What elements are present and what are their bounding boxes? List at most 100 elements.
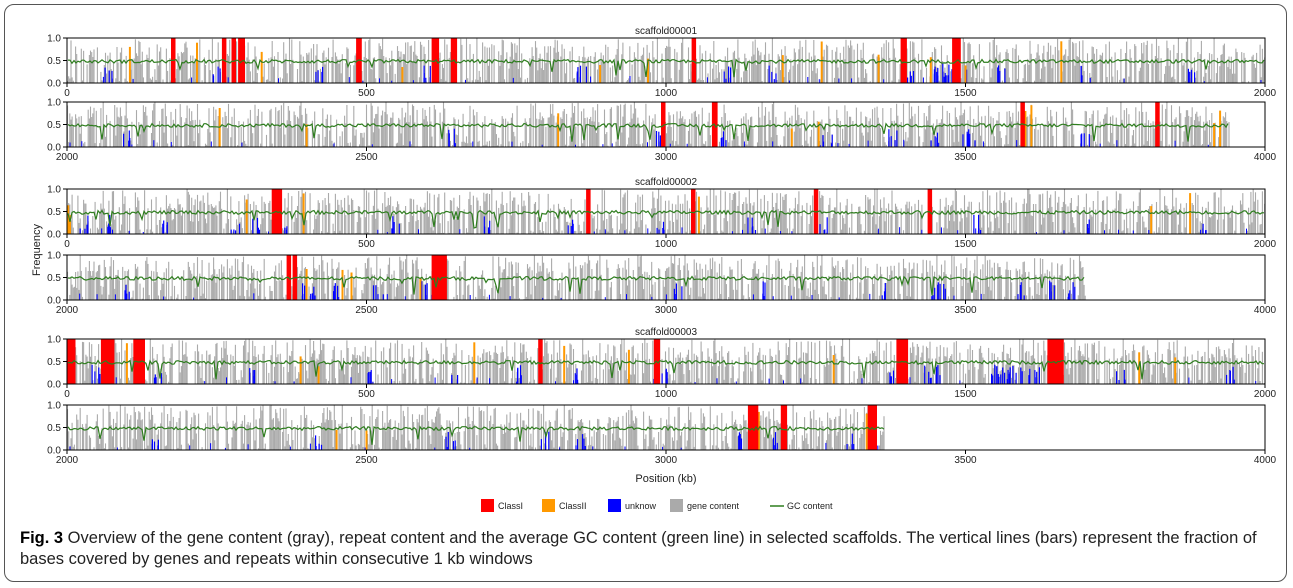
classII-bar	[557, 113, 560, 147]
x-tick-label: 0	[64, 389, 70, 400]
legend-label: ClassI	[498, 501, 523, 511]
classI-bar	[655, 339, 661, 384]
classII-bar	[820, 41, 823, 83]
classII-bar	[865, 413, 868, 450]
legend-swatch	[670, 499, 683, 512]
classII-bar	[1150, 206, 1153, 234]
x-tick-label: 1000	[655, 389, 678, 400]
classI-bar	[867, 405, 873, 450]
gc-content-line	[67, 425, 885, 445]
x-tick-label: 500	[358, 389, 375, 400]
classII-bar	[365, 430, 368, 450]
classII-bar	[1024, 111, 1027, 147]
y-tick-label: 1.0	[47, 34, 61, 45]
classII-bar	[299, 356, 302, 384]
x-tick-label: 2500	[355, 152, 378, 163]
x-tick-label: 1500	[954, 239, 977, 250]
panel-2: 0.0 0.5 1.0 2000 2500 3000 3500 4000	[47, 98, 1276, 164]
y-axis-label: Frequency	[31, 224, 43, 276]
x-tick-label: 3500	[954, 455, 977, 466]
y-tick-label: 1.0	[47, 401, 61, 412]
gc-content-line	[67, 209, 1265, 229]
classI-bar	[109, 339, 115, 384]
classII-bar	[341, 269, 344, 300]
classI-bar	[872, 405, 877, 450]
caption-label: Fig. 3	[20, 529, 64, 547]
x-tick-label: 1000	[655, 88, 678, 99]
y-tick-label: 1.0	[47, 251, 61, 262]
classII-bar	[125, 343, 128, 384]
classII-bar	[563, 345, 566, 384]
classII-bar	[817, 121, 820, 147]
x-tick-label: 2500	[355, 455, 378, 466]
x-tick-label: 0	[64, 88, 70, 99]
figure-frame	[4, 4, 1287, 582]
classII-bar	[401, 67, 404, 83]
classII-bar	[128, 46, 131, 83]
classII-bar	[1219, 110, 1222, 147]
classII-bar	[1174, 357, 1177, 384]
y-tick-label: 0.5	[47, 120, 61, 131]
classII-bar	[305, 269, 308, 300]
classII-bar	[697, 196, 700, 234]
classI-bar	[231, 38, 236, 83]
scaffold-title: scaffold00002	[635, 177, 698, 188]
legend-item: GC content	[770, 501, 833, 511]
classI-bar	[431, 255, 437, 300]
y-tick-label: 0.5	[47, 423, 61, 434]
classII-bar	[1138, 352, 1141, 384]
classII-bar	[647, 58, 649, 83]
classII-bar	[67, 205, 70, 234]
y-tick-label: 0.0	[47, 380, 61, 391]
y-tick-label: 1.0	[47, 98, 61, 109]
classII-bar	[1060, 41, 1063, 83]
classII-bar	[599, 65, 602, 83]
legend-swatch	[542, 499, 555, 512]
classI-bar	[691, 189, 696, 234]
y-tick-label: 1.0	[47, 335, 61, 346]
panel-3: 0.0 0.5 1.0 0 500 1000 1500 2000	[47, 185, 1276, 251]
classI-bar	[271, 189, 277, 234]
legend-label: GC content	[787, 501, 833, 511]
y-tick-label: 0.5	[47, 207, 61, 218]
x-tick-label: 3500	[954, 152, 977, 163]
x-tick-label: 3500	[954, 305, 977, 316]
classII-bar	[964, 65, 967, 83]
classI-bar	[751, 405, 756, 450]
classI-bar	[927, 189, 933, 234]
x-tick-label: 2000	[1254, 88, 1277, 99]
legend-swatch	[608, 499, 621, 512]
x-tick-label: 500	[358, 88, 375, 99]
x-tick-label: 1500	[954, 389, 977, 400]
x-tick-label: 2000	[56, 305, 79, 316]
classII-bar	[627, 349, 630, 384]
x-tick-label: 4000	[1254, 152, 1277, 163]
classII-bar	[757, 411, 760, 450]
x-tick-label: 2500	[355, 305, 378, 316]
y-tick-label: 0.0	[47, 446, 61, 457]
legend-item: unknow	[608, 499, 657, 512]
y-tick-label: 0.0	[47, 296, 61, 307]
classII-bar	[317, 366, 320, 384]
classII-bar	[245, 199, 248, 234]
classII-bar	[335, 429, 338, 450]
classI-bar	[902, 38, 907, 83]
classII-bar	[69, 215, 71, 234]
figure-caption: Fig. 3 Overview of the gene content (gra…	[20, 528, 1275, 570]
y-tick-label: 0.0	[47, 79, 61, 90]
y-tick-label: 0.5	[47, 273, 61, 284]
legend-label: unknow	[625, 501, 657, 511]
panel-4: 0.0 0.5 1.0 2000 2500 3000 3500 4000	[47, 251, 1276, 317]
classI-bar	[952, 38, 957, 83]
x-tick-label: 1500	[954, 88, 977, 99]
classI-bar	[68, 339, 74, 384]
y-tick-label: 1.0	[47, 185, 61, 196]
legend-item: gene content	[670, 499, 740, 512]
gc-content-line	[67, 122, 1229, 142]
panel-5: 0.0 0.5 1.0 0 500 1000 1500 2000	[47, 335, 1276, 401]
legend-swatch	[481, 499, 494, 512]
classII-bar	[877, 54, 880, 83]
x-tick-label: 4000	[1254, 455, 1277, 466]
classI-bar	[1053, 339, 1058, 384]
legend-label: ClassII	[559, 501, 587, 511]
